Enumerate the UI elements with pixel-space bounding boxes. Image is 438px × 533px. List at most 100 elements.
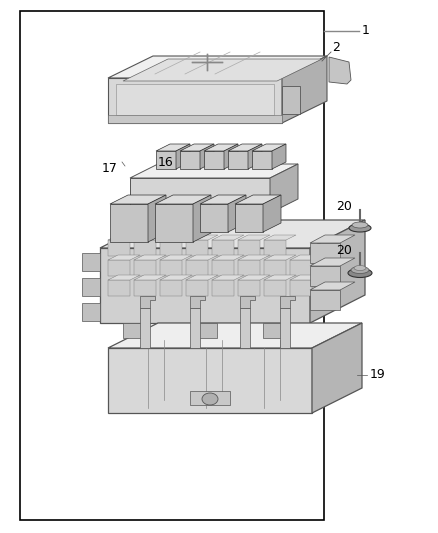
Polygon shape [264,275,296,280]
Polygon shape [190,391,230,405]
Polygon shape [134,235,166,240]
Polygon shape [264,255,296,260]
Polygon shape [238,280,260,296]
Polygon shape [110,195,166,204]
Polygon shape [108,56,327,78]
Polygon shape [290,275,322,280]
Polygon shape [82,278,100,296]
Polygon shape [310,258,355,266]
Polygon shape [240,296,255,308]
Polygon shape [252,144,286,151]
Ellipse shape [349,224,371,232]
Polygon shape [212,275,244,280]
Polygon shape [228,151,248,169]
Polygon shape [264,235,296,240]
Polygon shape [228,144,262,151]
Polygon shape [228,195,246,232]
Polygon shape [134,275,166,280]
Polygon shape [290,280,312,296]
Polygon shape [160,260,182,276]
Polygon shape [130,178,270,213]
Polygon shape [190,308,200,348]
Polygon shape [108,348,312,413]
Polygon shape [204,151,224,169]
Polygon shape [148,195,166,242]
Polygon shape [108,280,130,296]
Polygon shape [212,255,244,260]
Polygon shape [82,303,100,321]
Polygon shape [100,220,365,248]
Polygon shape [108,240,130,256]
Polygon shape [280,308,290,348]
Polygon shape [224,144,238,169]
Polygon shape [238,235,270,240]
Polygon shape [140,213,154,223]
Polygon shape [290,260,312,276]
Polygon shape [200,144,214,169]
Text: 16: 16 [158,156,174,168]
Polygon shape [156,144,190,151]
Polygon shape [270,164,298,213]
Ellipse shape [352,222,368,228]
Polygon shape [180,151,200,169]
Polygon shape [108,235,140,240]
Polygon shape [108,255,140,260]
Polygon shape [204,144,238,151]
Polygon shape [108,260,130,276]
Polygon shape [200,204,228,232]
Polygon shape [186,275,218,280]
Text: 17: 17 [102,163,118,175]
Ellipse shape [351,266,369,273]
Polygon shape [180,144,214,151]
Polygon shape [160,255,192,260]
Polygon shape [212,260,234,276]
Polygon shape [212,280,234,296]
Polygon shape [263,323,287,338]
Polygon shape [310,243,340,263]
Ellipse shape [354,265,366,271]
Polygon shape [238,255,270,260]
Polygon shape [310,220,365,323]
Polygon shape [160,235,192,240]
Ellipse shape [348,269,372,278]
Polygon shape [238,260,260,276]
Polygon shape [263,195,281,232]
Polygon shape [203,213,217,223]
Polygon shape [110,204,148,242]
Polygon shape [193,195,211,242]
Polygon shape [155,204,193,242]
Bar [20,11,324,520]
Polygon shape [290,255,322,260]
Polygon shape [264,240,286,256]
Polygon shape [282,86,300,114]
Polygon shape [264,280,286,296]
Polygon shape [108,115,282,123]
Polygon shape [140,308,150,348]
Polygon shape [245,213,259,223]
Polygon shape [252,151,272,169]
Polygon shape [329,57,351,84]
Polygon shape [108,275,140,280]
Polygon shape [161,213,175,223]
Text: 2: 2 [332,41,340,54]
Polygon shape [176,144,190,169]
Ellipse shape [202,393,218,405]
Polygon shape [134,260,156,276]
Polygon shape [186,280,208,296]
Polygon shape [186,240,208,256]
Polygon shape [235,204,263,232]
Polygon shape [130,164,298,178]
Polygon shape [123,59,322,81]
Polygon shape [182,213,196,223]
Polygon shape [310,266,340,286]
Polygon shape [310,282,355,290]
Polygon shape [156,151,176,169]
Polygon shape [193,323,217,338]
Polygon shape [200,195,246,204]
Polygon shape [123,323,147,338]
Text: 19: 19 [370,368,386,382]
Polygon shape [100,248,310,323]
Polygon shape [224,213,238,223]
Polygon shape [160,275,192,280]
Text: 20: 20 [336,199,352,213]
